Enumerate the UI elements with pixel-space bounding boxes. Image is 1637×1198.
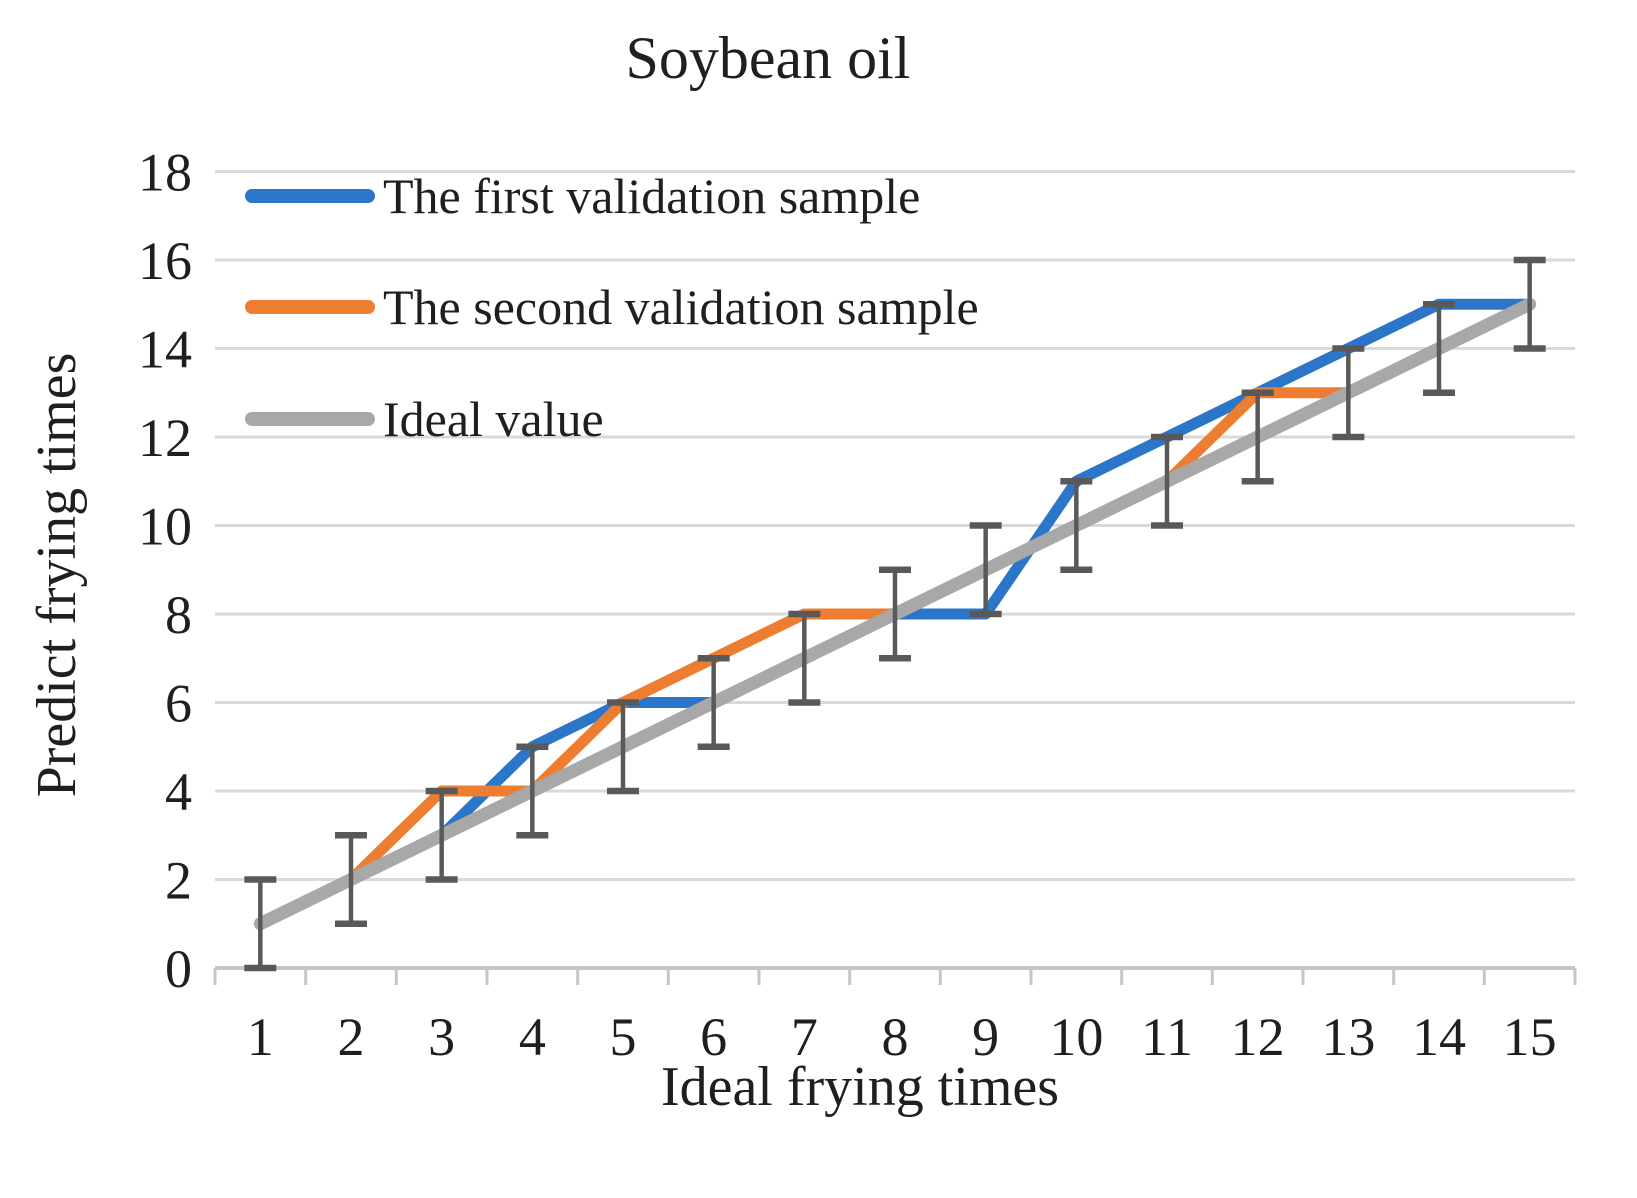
x-tick-label-4: 4 <box>519 1007 546 1067</box>
legend-swatch-ideal-value-icon <box>245 412 375 426</box>
x-tick-label-12: 12 <box>1231 1007 1285 1067</box>
error-bar-x-9 <box>969 522 1002 618</box>
legend-label-ideal-value: Ideal value <box>383 391 604 447</box>
error-bar-x-2 <box>335 832 367 927</box>
error-bar-x-11 <box>1151 433 1183 529</box>
x-tick-label-7: 7 <box>791 1007 818 1067</box>
error-bar-x-4 <box>516 743 549 839</box>
y-tick-label-0: 0 <box>165 939 192 999</box>
x-axis-title: Ideal frying times <box>661 1056 1059 1118</box>
x-tick-label-10: 10 <box>1049 1007 1103 1067</box>
error-bar-x-7 <box>788 610 821 706</box>
error-bar-x-15 <box>1513 256 1546 352</box>
error-bar-x-6 <box>697 655 730 750</box>
error-bar-x-12 <box>1241 389 1274 485</box>
error-bar-x-13 <box>1332 345 1365 441</box>
axis-layer <box>213 966 1577 985</box>
x-tick-label-13: 13 <box>1321 1007 1375 1067</box>
x-tick-label-6: 6 <box>700 1007 727 1067</box>
x-tick-label-9: 9 <box>972 1007 999 1067</box>
y-tick-label-4: 4 <box>165 762 192 822</box>
x-tick-label-5: 5 <box>610 1007 637 1067</box>
y-tick-label-10: 10 <box>138 497 192 557</box>
legend-swatch-first-validation-icon <box>245 189 375 203</box>
legend-swatch-second-validation-icon <box>245 300 375 314</box>
legend-item-ideal-value: Ideal value <box>245 391 604 447</box>
error-bar-x-14 <box>1423 301 1455 396</box>
error-bar-x-1 <box>244 876 277 972</box>
chart-title: Soybean oil <box>626 25 911 91</box>
x-tick-label-2: 2 <box>338 1007 365 1067</box>
x-tick-label-3: 3 <box>428 1007 455 1067</box>
y-tick-label-6: 6 <box>165 674 192 734</box>
y-tick-label-12: 12 <box>138 408 192 468</box>
y-tick-label-14: 14 <box>138 320 192 380</box>
x-tick-label-8: 8 <box>882 1007 909 1067</box>
error-bar-x-10 <box>1060 478 1093 573</box>
error-bars-layer <box>244 256 1546 972</box>
y-tick-label-2: 2 <box>165 851 192 911</box>
error-bar-x-5 <box>607 699 639 795</box>
legend-label-second-validation: The second validation sample <box>383 279 979 335</box>
x-tick-label-11: 11 <box>1141 1007 1193 1067</box>
error-bar-x-3 <box>425 787 458 883</box>
y-tick-label-8: 8 <box>165 585 192 645</box>
x-tick-label-1: 1 <box>247 1007 274 1067</box>
y-tick-label-18: 18 <box>138 143 192 203</box>
x-tick-label-14: 14 <box>1412 1007 1466 1067</box>
error-bar-x-8 <box>879 566 911 662</box>
legend-label-first-validation: The first validation sample <box>383 168 920 224</box>
legend: The first validation sample The second v… <box>245 168 979 447</box>
y-axis-title: Predict frying times <box>26 353 88 798</box>
legend-item-first-validation: The first validation sample <box>245 168 920 224</box>
legend-item-second-validation: The second validation sample <box>245 279 979 335</box>
x-tick-label-15: 15 <box>1503 1007 1557 1067</box>
y-tick-label-16: 16 <box>138 231 192 291</box>
